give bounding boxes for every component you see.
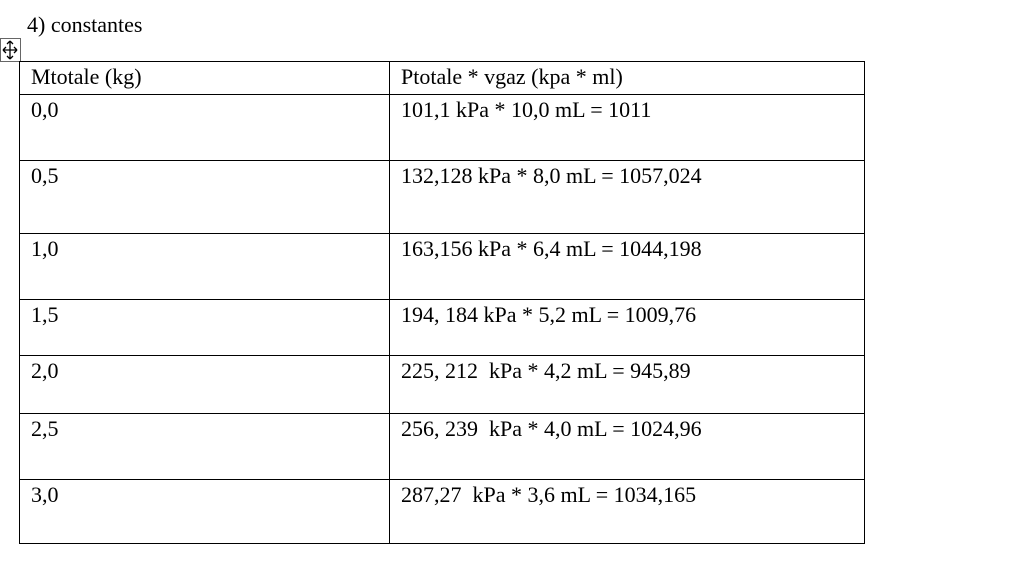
table-move-handle[interactable] [0, 38, 21, 62]
table-cell: 163,156 kPa * 6,4 mL = 1044,198 [389, 233, 865, 300]
table-cell: Ptotale * vgaz (kpa * ml) [389, 61, 865, 95]
table-row: 0,5 132,128 kPa * 8,0 mL = 1057,024 [19, 160, 865, 234]
table-row: 2,0 225, 212 kPa * 4,2 mL = 945,89 [19, 355, 865, 414]
table-cell: 194, 184 kPa * 5,2 mL = 1009,76 [389, 299, 865, 356]
table-cell: 2,5 [19, 413, 390, 480]
table-cell: 3,0 [19, 479, 390, 544]
table-cell: 132,128 kPa * 8,0 mL = 1057,024 [389, 160, 865, 234]
table-cell: Mtotale (kg) [19, 61, 390, 95]
table-row: 1,0 163,156 kPa * 6,4 mL = 1044,198 [19, 233, 865, 300]
table-cell: 225, 212 kPa * 4,2 mL = 945,89 [389, 355, 865, 414]
table-cell: 0,0 [19, 94, 390, 161]
table-row: 2,5 256, 239 kPa * 4,0 mL = 1024,96 [19, 413, 865, 480]
table-cell: 287,27 kPa * 3,6 mL = 1034,165 [389, 479, 865, 544]
table-cell: 1,0 [19, 233, 390, 300]
table-cell: 101,1 kPa * 10,0 mL = 1011 [389, 94, 865, 161]
table-row: 0,0 101,1 kPa * 10,0 mL = 1011 [19, 94, 865, 161]
table-cell: 1,5 [19, 299, 390, 356]
data-table: Mtotale (kg) Ptotale * vgaz (kpa * ml) 0,0… [19, 61, 865, 544]
table-row: 3,0 287,27 kPa * 3,6 mL = 1034,165 [19, 479, 865, 544]
heading: 4) constantes [27, 12, 143, 37]
table-cell: 0,5 [19, 160, 390, 234]
table-row: 1,5 194, 184 kPa * 5,2 mL = 1009,76 [19, 299, 865, 356]
header-row: Mtotale (kg) Ptotale * vgaz (kpa * ml) [19, 61, 865, 95]
table-cell: 256, 239 kPa * 4,0 mL = 1024,96 [389, 413, 865, 480]
table-cell: 2,0 [19, 355, 390, 414]
